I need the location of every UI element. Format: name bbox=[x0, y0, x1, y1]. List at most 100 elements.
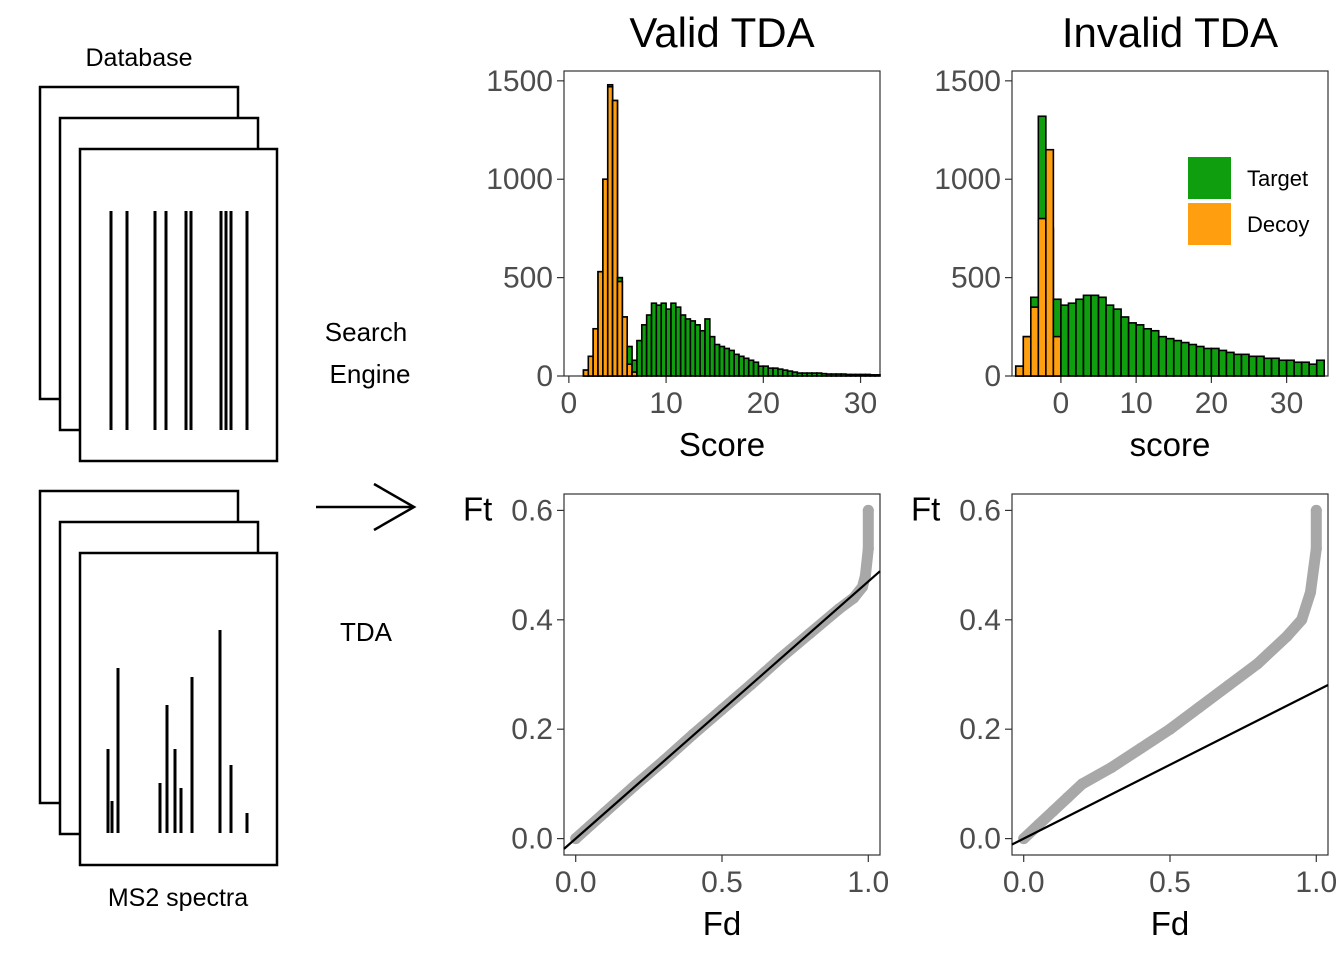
target-bar bbox=[1112, 308, 1122, 377]
y-axis-label: Ft bbox=[463, 490, 492, 527]
target-bar bbox=[1090, 294, 1100, 377]
y-tick-label: 0.6 bbox=[511, 494, 553, 527]
target-bar bbox=[1060, 304, 1070, 377]
target-bar bbox=[1203, 347, 1213, 377]
legend-label-decoy: Decoy bbox=[1247, 212, 1309, 237]
x-tick-label: 20 bbox=[747, 387, 780, 420]
data-point bbox=[1252, 658, 1264, 670]
y-tick-label: 0.2 bbox=[959, 713, 1001, 746]
valid-score-histogram: 0 10 20 30 0 500 1000 1500 Score bbox=[486, 65, 881, 463]
x-axis-label: Fd bbox=[703, 905, 742, 942]
target-bar bbox=[1082, 294, 1092, 377]
x-tick-label: 0.5 bbox=[1149, 866, 1191, 899]
y-tick-label: 500 bbox=[951, 262, 1001, 295]
database-stack: Database bbox=[38, 44, 279, 463]
data-point bbox=[1062, 792, 1074, 804]
target-bar bbox=[1308, 363, 1318, 377]
data-point bbox=[1047, 805, 1059, 817]
decoy-bar bbox=[611, 99, 619, 377]
x-tick-label: 0 bbox=[1053, 387, 1070, 420]
data-point bbox=[848, 592, 860, 604]
legend: Target Decoy bbox=[1188, 157, 1309, 245]
search-engine-label-line1: Search bbox=[325, 317, 407, 347]
reference-line bbox=[1011, 684, 1329, 846]
target-bar bbox=[1135, 324, 1145, 377]
target-bar bbox=[1293, 361, 1303, 377]
target-bar bbox=[1067, 302, 1077, 377]
y-tick-label: 0.4 bbox=[511, 604, 553, 637]
data-point bbox=[1296, 614, 1308, 626]
decoy-bar bbox=[1045, 148, 1055, 377]
decoy-bar bbox=[1037, 217, 1047, 377]
target-bar bbox=[1270, 357, 1280, 377]
y-axis-label: Ft bbox=[911, 490, 940, 527]
data-point bbox=[1193, 701, 1205, 713]
x-tick-label: 0.0 bbox=[555, 866, 597, 899]
legend-swatch-target bbox=[1188, 157, 1231, 199]
database-sheet bbox=[78, 147, 279, 463]
data-point bbox=[1304, 586, 1316, 598]
target-bar bbox=[1150, 329, 1160, 377]
data-point bbox=[862, 543, 874, 555]
data-point bbox=[1164, 723, 1176, 735]
y-tick-label: 0.0 bbox=[511, 823, 553, 856]
legend-swatch-decoy bbox=[1188, 203, 1231, 245]
x-tick-label: 10 bbox=[1119, 387, 1152, 420]
target-bar bbox=[1315, 359, 1326, 377]
x-axis-label: score bbox=[1130, 426, 1211, 463]
data-point bbox=[1032, 819, 1044, 831]
target-bar bbox=[1225, 351, 1235, 377]
x-axis-label: Fd bbox=[1151, 905, 1190, 942]
target-bar bbox=[1097, 296, 1107, 377]
target-bar bbox=[1075, 298, 1085, 377]
target-bar bbox=[1278, 359, 1288, 377]
y-tick-label: 0 bbox=[536, 360, 553, 393]
x-tick-label: 0.0 bbox=[1003, 866, 1045, 899]
target-bar bbox=[1300, 361, 1310, 377]
invalid-score-histogram: 0 10 20 30 0 500 1000 1500 score Target Decoy bbox=[934, 65, 1329, 463]
x-tick-label: 30 bbox=[1270, 387, 1303, 420]
invalid-tda-title: Invalid TDA bbox=[1062, 9, 1278, 56]
empirical-curve bbox=[570, 504, 874, 845]
target-bar bbox=[1188, 343, 1198, 377]
y-tick-label: 1000 bbox=[486, 163, 553, 196]
y-tick-label: 0.0 bbox=[959, 823, 1001, 856]
target-bar bbox=[1105, 304, 1115, 377]
y-tick-label: 0.2 bbox=[511, 713, 553, 746]
target-bar bbox=[1172, 339, 1183, 377]
x-tick-label: 20 bbox=[1195, 387, 1228, 420]
target-bar bbox=[1248, 355, 1258, 377]
valid-tda-title: Valid TDA bbox=[629, 9, 814, 56]
data-point bbox=[859, 570, 871, 582]
decoy-bar bbox=[1022, 335, 1032, 377]
tda-label: TDA bbox=[340, 617, 393, 647]
valid-pp-plot: 0.0 0.5 1.0 0.0 0.2 0.4 0.6 Fd Ft bbox=[463, 490, 889, 942]
data-point bbox=[1223, 679, 1235, 691]
target-bar bbox=[1263, 357, 1273, 377]
spectrum-peaks-icon bbox=[106, 630, 249, 833]
target-bar bbox=[1157, 335, 1168, 377]
x-tick-label: 0 bbox=[561, 387, 578, 420]
data-point bbox=[1310, 504, 1322, 516]
target-bar bbox=[1218, 349, 1228, 377]
invalid-pp-plot: 0.0 0.5 1.0 0.0 0.2 0.4 0.6 Fd Ft bbox=[911, 490, 1337, 942]
target-bar bbox=[1142, 327, 1152, 377]
decoy-bar bbox=[1052, 335, 1062, 377]
y-tick-label: 1500 bbox=[486, 65, 553, 98]
decoy-bar bbox=[1030, 306, 1040, 377]
decoy-bar bbox=[1014, 365, 1025, 377]
data-point bbox=[1076, 778, 1088, 790]
x-tick-label: 1.0 bbox=[1295, 866, 1337, 899]
empirical-curve bbox=[1018, 504, 1322, 845]
data-point bbox=[1310, 543, 1322, 555]
target-bar bbox=[1195, 345, 1205, 377]
y-tick-label: 1500 bbox=[934, 65, 1001, 98]
y-tick-label: 0 bbox=[984, 360, 1001, 393]
legend-label-target: Target bbox=[1247, 166, 1308, 191]
target-bar bbox=[1165, 337, 1175, 377]
y-tick-label: 0.4 bbox=[959, 604, 1001, 637]
arrow-right-icon bbox=[316, 482, 417, 532]
search-engine-label-line2: Engine bbox=[330, 359, 411, 389]
target-bar bbox=[1210, 347, 1220, 377]
